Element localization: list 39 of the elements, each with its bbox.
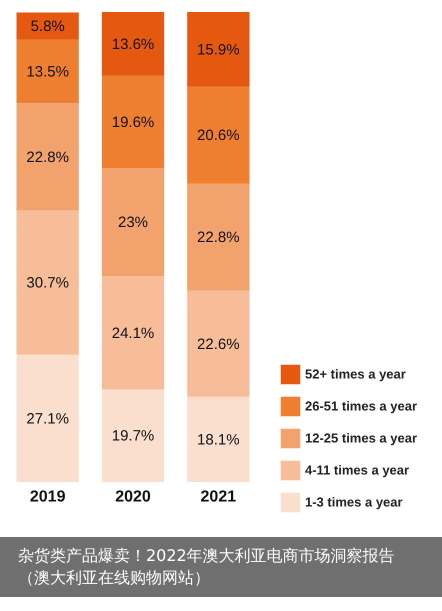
legend-label: 12-25 times a year <box>305 430 418 446</box>
bar <box>16 40 79 104</box>
data-label: 22.8% <box>26 148 69 166</box>
data-label: 27.1% <box>26 410 69 428</box>
data-label: 19.7% <box>112 428 154 445</box>
data-label: 20.6% <box>197 127 240 144</box>
legend-label: 26-51 times a year <box>305 398 418 414</box>
data-label: 13.5% <box>26 63 69 80</box>
bar <box>16 210 79 355</box>
x-tick-label: 2021 <box>200 488 236 506</box>
data-label: 13.6% <box>112 36 154 53</box>
bar <box>102 389 164 482</box>
bar <box>102 12 164 76</box>
data-label: 5.8% <box>30 18 65 36</box>
bar <box>187 12 250 87</box>
data-label: 22.8% <box>197 229 240 246</box>
legend-label: 52+ times a year <box>305 366 406 382</box>
legend-label: 1-3 times a year <box>305 494 403 510</box>
bar <box>102 76 164 168</box>
data-label: 23% <box>118 214 148 232</box>
bar <box>187 86 250 184</box>
bar <box>187 184 250 291</box>
bar <box>16 103 79 210</box>
data-label: 15.9% <box>197 41 240 58</box>
bar <box>102 168 164 276</box>
bar <box>187 396 250 482</box>
x-tick-label: 2019 <box>30 488 66 506</box>
text: 杂货类产品爆卖！2022年澳大利亚电商市场洞察报告（澳大利亚在线购物网站） <box>18 545 396 589</box>
data-label: 18.1% <box>197 431 240 448</box>
data-label: 22.6% <box>197 336 240 353</box>
bar <box>102 276 164 390</box>
data-label: 30.7% <box>26 274 69 292</box>
bar <box>16 354 79 482</box>
data-label: 19.6% <box>112 114 154 131</box>
data-label: 24.1% <box>112 324 154 342</box>
x-tick-label: 2020 <box>115 488 151 506</box>
legend-label: 4-11 times a year <box>305 462 410 478</box>
bar <box>16 12 79 40</box>
bar <box>187 290 250 397</box>
